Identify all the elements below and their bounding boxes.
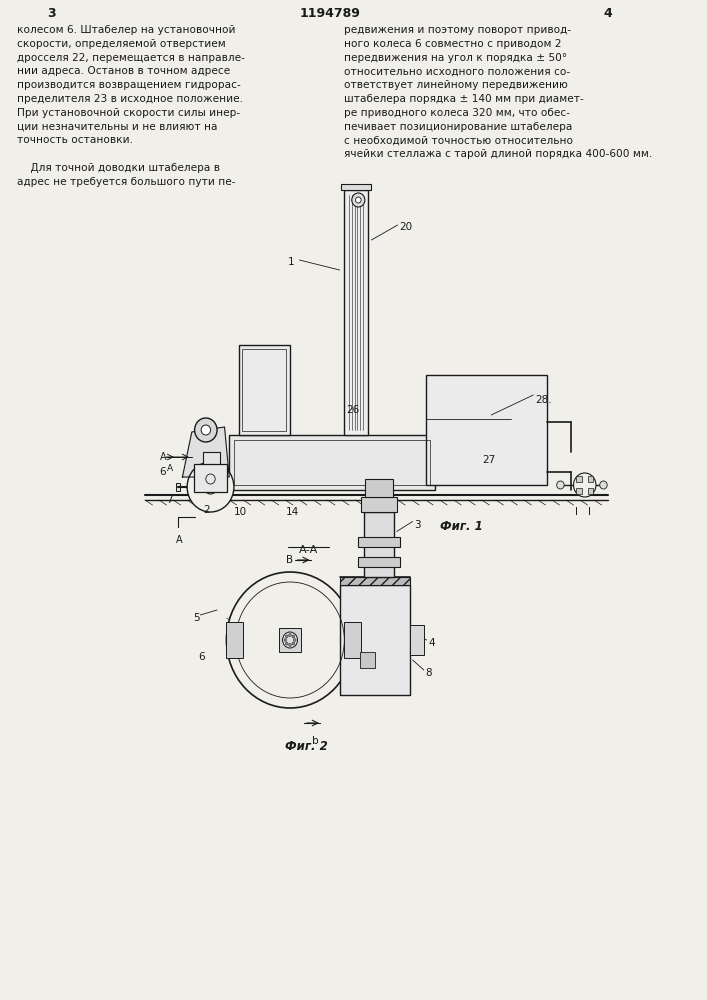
Bar [339,577,410,585]
Bar [426,375,547,485]
Text: 20: 20 [399,222,413,232]
Text: 26: 26 [346,405,359,415]
Text: Фиг. 2: Фиг. 2 [286,740,328,753]
Bar [344,190,368,435]
Text: 6: 6 [199,652,205,662]
Text: 14: 14 [286,507,298,517]
Text: адрес не требуется большого пути пе-: адрес не требуется большого пути пе- [17,177,235,187]
Text: А-А: А-А [299,545,318,555]
Bar [360,652,375,668]
Circle shape [286,635,288,638]
Text: производится возвращением гидрорас-: производится возвращением гидрорас- [17,80,240,90]
Text: 1: 1 [288,257,295,267]
Bar [588,476,593,482]
Text: 4: 4 [604,7,612,20]
Text: скорости, определяемой отверстием: скорости, определяемой отверстием [17,39,226,49]
Text: 10: 10 [234,507,247,517]
Circle shape [600,481,607,489]
Text: относительно исходного положения со-: относительно исходного положения со- [344,66,571,76]
Text: 28.: 28. [535,395,551,405]
Text: При установочной скорости силы инер-: При установочной скорости силы инер- [17,108,240,118]
Bar [576,488,582,494]
Text: печивает позиционирование штабелера: печивает позиционирование штабелера [344,122,573,132]
Circle shape [201,425,211,435]
Text: 7: 7 [167,495,173,505]
Bar [203,452,220,467]
Bar [341,184,370,190]
Text: нии адреса. Останов в точном адресе: нии адреса. Останов в точном адресе [17,66,230,76]
Text: точность остановки.: точность остановки. [17,135,133,145]
Text: колесом 6. Штабелер на установочной: колесом 6. Штабелер на установочной [17,25,235,35]
Circle shape [356,197,361,203]
Circle shape [187,462,234,512]
Circle shape [288,634,291,637]
Circle shape [204,480,217,494]
Bar [279,628,301,652]
Circle shape [288,644,291,647]
Bar [344,622,361,658]
Bar [226,622,243,658]
Bar [576,476,582,482]
Circle shape [226,572,354,708]
Text: 3: 3 [47,7,56,20]
Text: 1194789: 1194789 [300,7,361,20]
Text: Фиг. 1: Фиг. 1 [440,520,482,533]
Text: l: l [575,507,578,517]
Text: дросселя 22, перемещается в направле-: дросселя 22, перемещается в направле- [17,53,245,63]
Bar [234,440,431,485]
Bar [194,464,228,492]
Text: 2: 2 [203,505,210,515]
Bar [364,512,394,577]
Circle shape [293,639,296,642]
Circle shape [286,642,288,645]
Text: B: B [286,555,293,565]
Text: 6: 6 [159,467,165,477]
Text: 4: 4 [428,638,435,648]
Text: передвижения на угол к порядка ± 50°: передвижения на угол к порядка ± 50° [344,53,568,63]
Circle shape [573,473,596,497]
Circle shape [194,418,217,442]
Text: 5: 5 [193,613,199,623]
Circle shape [556,481,564,489]
Bar [410,625,423,655]
Text: 3: 3 [414,520,421,530]
Text: Для точной доводки штабелера в: Для точной доводки штабелера в [17,163,220,173]
Text: ре приводного колеса 320 мм, что обес-: ре приводного колеса 320 мм, что обес- [344,108,571,118]
Circle shape [292,642,295,645]
Bar [365,479,393,497]
Text: с необходимой точностью относительно: с необходимой точностью относительно [344,135,573,145]
Bar [243,349,286,431]
Bar [229,435,435,490]
Text: b: b [312,736,319,746]
Text: 8: 8 [425,668,431,678]
Text: пределителя 23 в исходное положение.: пределителя 23 в исходное положение. [17,94,243,104]
Circle shape [352,193,365,207]
Bar [358,537,399,547]
Circle shape [292,635,295,638]
Bar [358,557,399,567]
Bar [176,483,180,491]
Text: A: A [176,535,182,545]
Text: 27: 27 [482,455,495,465]
Text: A: A [167,464,173,473]
Polygon shape [182,427,229,477]
Bar [361,497,397,512]
Text: редвижения и поэтому поворот привод-: редвижения и поэтому поворот привод- [344,25,571,35]
Circle shape [286,636,294,644]
Circle shape [283,632,298,648]
Circle shape [281,630,299,650]
Text: A: A [160,452,167,462]
Bar [339,585,410,695]
Text: штабелера порядка ± 140 мм при диамет-: штабелера порядка ± 140 мм при диамет- [344,94,584,104]
Text: ячейки стеллажа с тарой длиной порядка 400-600 мм.: ячейки стеллажа с тарой длиной порядка 4… [344,149,653,159]
Bar [238,345,290,435]
Text: ответствует линейному передвижению: ответствует линейному передвижению [344,80,568,90]
Bar [588,488,593,494]
Text: l: l [588,507,590,517]
Text: ции незначительны и не влияют на: ции незначительны и не влияют на [17,122,217,132]
Circle shape [284,639,287,642]
Text: ного колеса 6 совместно с приводом 2: ного колеса 6 совместно с приводом 2 [344,39,562,49]
